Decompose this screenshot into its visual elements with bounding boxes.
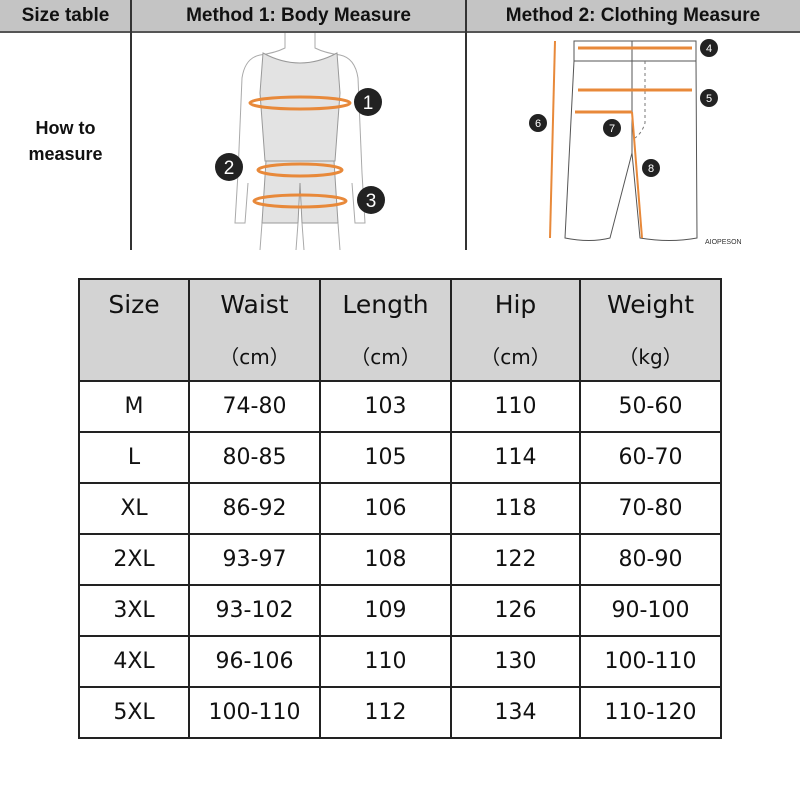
table-cell: 80-90 xyxy=(579,533,722,586)
table-cell: 114 xyxy=(450,431,581,484)
table-cell: 110-120 xyxy=(579,686,722,739)
svg-text:5: 5 xyxy=(706,93,712,105)
how-to-measure-label: How to measure xyxy=(0,115,131,167)
svg-text:6: 6 xyxy=(535,118,541,130)
table-row: 3XL 93-102 109 126 90-100 xyxy=(78,584,722,637)
table-row: XL 86-92 106 118 70-80 xyxy=(78,482,722,535)
table-cell: 105 xyxy=(319,431,452,484)
body-measure-illustration: 1 2 3 xyxy=(215,33,385,250)
divider xyxy=(130,0,132,250)
svg-text:4: 4 xyxy=(706,43,712,55)
table-cell: 5XL xyxy=(78,686,190,739)
hip-measure-line xyxy=(252,193,348,209)
table-cell: 112 xyxy=(319,686,452,739)
chest-measure-line xyxy=(248,95,352,111)
table-cell: 110 xyxy=(450,380,581,433)
table-cell: 126 xyxy=(450,584,581,637)
header-bar: Size table Method 1: Body Measure Method… xyxy=(0,0,800,33)
svg-text:1: 1 xyxy=(363,93,374,114)
column-header: Waist （cm） xyxy=(188,278,321,382)
table-row: L 80-85 105 114 60-70 xyxy=(78,431,722,484)
marker-6-icon: 6 xyxy=(529,114,547,132)
table-cell: 110 xyxy=(319,635,452,688)
table-cell: 50-60 xyxy=(579,380,722,433)
marker-7-icon: 7 xyxy=(603,119,621,137)
table-cell: 80-85 xyxy=(188,431,321,484)
table-cell: 134 xyxy=(450,686,581,739)
size-table: Size Waist （cm） Length （cm） Hip （cm） Weight… xyxy=(78,278,722,739)
divider xyxy=(465,0,467,250)
method2-header: Method 2: Clothing Measure xyxy=(505,5,761,26)
marker-8-icon: 8 xyxy=(642,159,660,177)
table-cell: 60-70 xyxy=(579,431,722,484)
table-cell: 93-97 xyxy=(188,533,321,586)
table-header-row: Size Waist （cm） Length （cm） Hip （cm） Weight… xyxy=(78,278,722,382)
table-row: 2XL 93-97 108 122 80-90 xyxy=(78,533,722,586)
table-cell: 100-110 xyxy=(579,635,722,688)
table-row: 4XL 96-106 110 130 100-110 xyxy=(78,635,722,688)
how-to-line: How to xyxy=(35,118,96,138)
svg-text:8: 8 xyxy=(648,163,654,175)
column-header: Hip （cm） xyxy=(450,278,581,382)
svg-text:7: 7 xyxy=(609,123,615,135)
table-cell: 90-100 xyxy=(579,584,722,637)
marker-3-icon: 3 xyxy=(357,186,385,214)
column-header: Length （cm） xyxy=(319,278,452,382)
watermark: AIOPESON xyxy=(705,239,742,246)
table-cell: 2XL xyxy=(78,533,190,586)
table-cell: 108 xyxy=(319,533,452,586)
table-cell: 100-110 xyxy=(188,686,321,739)
size-table-header: Size table xyxy=(21,5,110,26)
table-cell: 4XL xyxy=(78,635,190,688)
table-cell: 70-80 xyxy=(579,482,722,535)
table-row: M 74-80 103 110 50-60 xyxy=(78,380,722,433)
table-cell: 130 xyxy=(450,635,581,688)
how-to-line: measure xyxy=(28,144,103,164)
marker-4-icon: 4 xyxy=(700,39,718,57)
table-cell: 3XL xyxy=(78,584,190,637)
table-cell: 74-80 xyxy=(188,380,321,433)
table-cell: 106 xyxy=(319,482,452,535)
marker-1-icon: 1 xyxy=(354,88,382,116)
table-cell: XL xyxy=(78,482,190,535)
table-cell: 103 xyxy=(319,380,452,433)
table-cell: 109 xyxy=(319,584,452,637)
table-row: 5XL 100-110 112 134 110-120 xyxy=(78,686,722,739)
clothing-measure-illustration: 4 5 6 7 8 AIOPESON xyxy=(529,39,742,246)
svg-text:2: 2 xyxy=(224,158,235,179)
table-cell: 122 xyxy=(450,533,581,586)
waist-measure-line xyxy=(256,162,344,178)
column-header: Size xyxy=(78,278,190,382)
marker-5-icon: 5 xyxy=(700,89,718,107)
marker-2-icon: 2 xyxy=(215,153,243,181)
column-header: Weight （kg） xyxy=(579,278,722,382)
table-cell: M xyxy=(78,380,190,433)
table-cell: 86-92 xyxy=(188,482,321,535)
table-cell: 96-106 xyxy=(188,635,321,688)
method1-header: Method 1: Body Measure xyxy=(186,5,411,26)
table-cell: 118 xyxy=(450,482,581,535)
svg-text:3: 3 xyxy=(366,191,377,212)
table-cell: L xyxy=(78,431,190,484)
table-cell: 93-102 xyxy=(188,584,321,637)
